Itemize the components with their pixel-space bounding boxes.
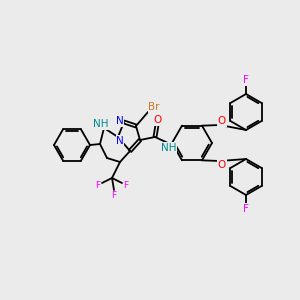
Text: Br: Br (148, 102, 160, 112)
Text: F: F (243, 75, 249, 85)
Text: O: O (154, 115, 162, 125)
Text: F: F (95, 181, 101, 190)
Text: N: N (116, 136, 124, 146)
Text: F: F (243, 204, 249, 214)
Text: F: F (111, 191, 117, 200)
Text: NH: NH (93, 119, 109, 129)
Text: O: O (218, 160, 226, 170)
Text: N: N (116, 116, 124, 126)
Text: NH: NH (161, 143, 177, 153)
Text: O: O (218, 116, 226, 126)
Text: F: F (123, 181, 129, 190)
